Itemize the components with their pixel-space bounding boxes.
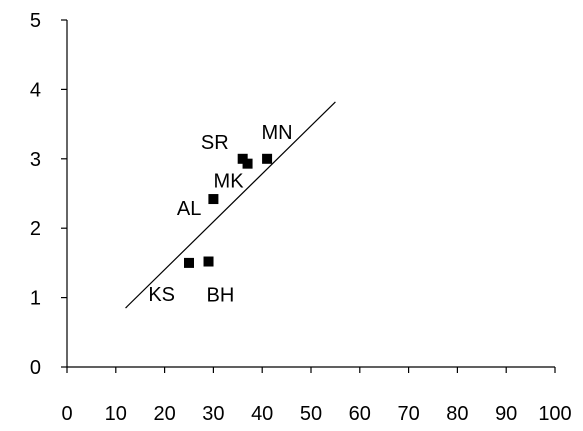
point-label-ks: KS [148,284,175,306]
x-tick-label: 0 [61,403,72,425]
x-tick-label: 70 [397,403,419,425]
point-label-mk: MK [214,171,245,193]
point-label-sr: SR [201,132,229,154]
data-point-al [208,194,219,205]
x-tick-label: 40 [251,403,273,425]
x-tick-label: 10 [105,403,127,425]
x-tick-label: 100 [538,403,571,425]
y-tick-label: 0 [30,357,41,379]
x-axis: 0 10 20 30 40 50 60 70 80 90 100 [61,366,572,425]
x-tick-label: 30 [202,403,224,425]
data-point-mn [262,153,273,164]
point-labels: KS BH AL SR MK MN [148,122,292,307]
y-tick-label: 5 [30,10,41,32]
y-tick-label: 4 [30,79,41,101]
trendline [125,101,336,309]
data-point-bh [203,256,214,267]
y-tick-label: 2 [30,218,41,240]
data-point-mk [242,158,253,169]
x-tick-label: 50 [300,403,322,425]
x-tick-label: 90 [495,403,517,425]
data-point-ks [184,257,194,268]
y-tick-label: 1 [30,288,41,310]
y-axis: 0 1 2 3 4 5 [30,10,68,379]
trendline-group [125,101,336,309]
x-tick-label: 80 [446,403,468,425]
point-label-mn: MN [262,122,293,144]
data-points [184,153,273,268]
x-tick-label: 60 [349,403,371,425]
y-tick-label: 3 [30,149,41,171]
point-label-bh: BH [207,285,235,307]
point-label-al: AL [177,198,201,220]
x-tick-label: 20 [153,403,175,425]
